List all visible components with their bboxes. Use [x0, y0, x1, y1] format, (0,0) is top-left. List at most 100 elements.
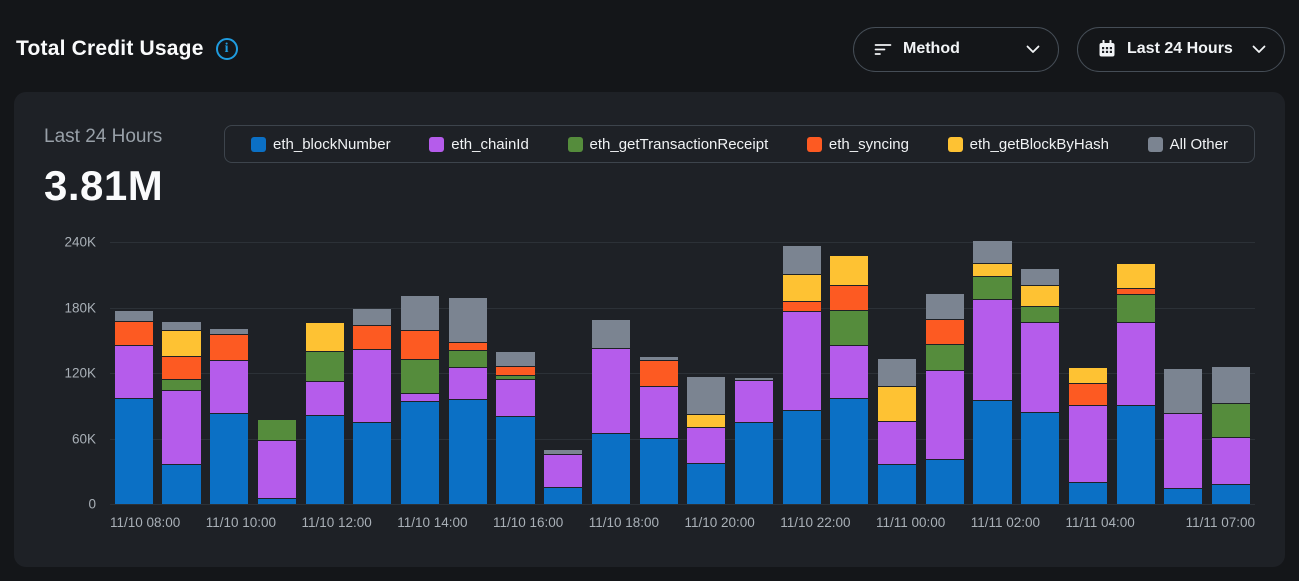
legend-item-eth-gettransactionreceipt[interactable]: eth_getTransactionReceipt	[567, 136, 768, 153]
bar-segment[interactable]	[1116, 405, 1155, 504]
bar-segment[interactable]	[1116, 264, 1155, 289]
stacked-bar[interactable]	[496, 242, 535, 504]
stacked-bar[interactable]	[448, 242, 487, 504]
bar-segment[interactable]	[400, 330, 440, 360]
bar-segment[interactable]	[830, 310, 869, 345]
bar-segment[interactable]	[114, 311, 153, 321]
bar-segment[interactable]	[1021, 285, 1060, 306]
stacked-bar[interactable]	[305, 242, 344, 504]
bar-segment[interactable]	[114, 399, 153, 504]
bar-segment[interactable]	[1116, 294, 1155, 322]
legend-item-all-other[interactable]: All Other	[1147, 136, 1228, 153]
bar-segment[interactable]	[257, 498, 297, 504]
bar-segment[interactable]	[973, 299, 1012, 401]
bar-segment[interactable]	[544, 449, 583, 454]
stacked-bar[interactable]	[687, 242, 726, 504]
stacked-bar[interactable]	[162, 242, 201, 504]
bar-segment[interactable]	[878, 422, 917, 464]
bar-segment[interactable]	[1068, 483, 1107, 504]
bar-segment[interactable]	[782, 411, 821, 504]
bar-segment[interactable]	[925, 370, 964, 460]
bar-segment[interactable]	[1116, 289, 1155, 294]
stacked-bar[interactable]	[973, 241, 1012, 504]
bar-segment[interactable]	[544, 487, 583, 504]
stacked-bar[interactable]	[400, 242, 440, 504]
bar-segment[interactable]	[162, 390, 201, 464]
bar-segment[interactable]	[496, 376, 535, 379]
bar-segment[interactable]	[162, 356, 201, 379]
bar-segment[interactable]	[1021, 268, 1060, 285]
bar-segment[interactable]	[639, 438, 678, 504]
bar-segment[interactable]	[353, 326, 392, 350]
bar-segment[interactable]	[448, 400, 487, 504]
bar-segment[interactable]	[1021, 413, 1060, 504]
bar-segment[interactable]	[830, 399, 869, 504]
bar-segment[interactable]	[114, 345, 153, 399]
bar-segment[interactable]	[162, 330, 201, 356]
bar-segment[interactable]	[973, 401, 1012, 504]
bar-segment[interactable]	[639, 356, 678, 361]
time-range-dropdown[interactable]: Last 24 Hours	[1077, 26, 1285, 72]
bar-segment[interactable]	[257, 420, 297, 440]
bar-segment[interactable]	[925, 293, 964, 319]
bar-segment[interactable]	[734, 380, 774, 423]
bar-segment[interactable]	[496, 416, 535, 504]
bar-segment[interactable]	[973, 277, 1012, 299]
bar-segment[interactable]	[400, 360, 440, 393]
bar-segment[interactable]	[591, 434, 630, 504]
bar-segment[interactable]	[782, 245, 821, 275]
bar-segment[interactable]	[162, 322, 201, 330]
bar-segment[interactable]	[1164, 368, 1203, 413]
bar-segment[interactable]	[305, 381, 344, 415]
bar-segment[interactable]	[782, 311, 821, 411]
stacked-bar[interactable]	[1021, 242, 1060, 504]
bar-segment[interactable]	[353, 308, 392, 326]
bar-segment[interactable]	[448, 342, 487, 351]
bar-segment[interactable]	[1211, 366, 1251, 403]
bar-segment[interactable]	[687, 427, 726, 463]
bar-segment[interactable]	[878, 359, 917, 387]
bar-segment[interactable]	[878, 464, 917, 504]
bar-segment[interactable]	[1021, 322, 1060, 413]
bar-segment[interactable]	[830, 345, 869, 399]
stacked-bar[interactable]	[353, 242, 392, 504]
bar-segment[interactable]	[114, 321, 153, 345]
bar-segment[interactable]	[1211, 485, 1251, 504]
legend-item-eth-blocknumber[interactable]: eth_blockNumber	[251, 136, 391, 153]
bar-segment[interactable]	[591, 319, 630, 349]
stacked-bar[interactable]	[830, 242, 869, 504]
info-icon[interactable]: i	[215, 38, 238, 60]
legend-item-eth-chainid[interactable]: eth_chainId	[429, 136, 529, 153]
bar-segment[interactable]	[544, 454, 583, 487]
bar-segment[interactable]	[1021, 306, 1060, 322]
stacked-bar[interactable]	[114, 242, 153, 504]
stacked-bar[interactable]	[257, 242, 297, 504]
bar-segment[interactable]	[448, 351, 487, 367]
stacked-bar[interactable]	[544, 242, 583, 504]
stacked-bar[interactable]	[1116, 242, 1155, 504]
stacked-bar[interactable]	[878, 242, 917, 504]
stacked-bar[interactable]	[1211, 242, 1251, 504]
bar-segment[interactable]	[1068, 405, 1107, 483]
bar-segment[interactable]	[878, 387, 917, 422]
bar-segment[interactable]	[639, 387, 678, 438]
bar-segment[interactable]	[734, 377, 774, 380]
bar-segment[interactable]	[162, 379, 201, 390]
bar-segment[interactable]	[1211, 437, 1251, 485]
bar-segment[interactable]	[1068, 367, 1107, 384]
bar-segment[interactable]	[639, 361, 678, 387]
bar-segment[interactable]	[305, 323, 344, 352]
stacked-bar[interactable]	[734, 242, 774, 504]
bar-segment[interactable]	[210, 328, 249, 334]
bar-segment[interactable]	[830, 255, 869, 285]
bar-segment[interactable]	[257, 440, 297, 498]
bar-segment[interactable]	[687, 463, 726, 504]
stacked-bar[interactable]	[925, 242, 964, 504]
bar-segment[interactable]	[400, 402, 440, 504]
bar-segment[interactable]	[925, 319, 964, 344]
bar-segment[interactable]	[591, 349, 630, 434]
bar-segment[interactable]	[210, 414, 249, 504]
bar-segment[interactable]	[305, 415, 344, 504]
bar-segment[interactable]	[400, 393, 440, 402]
stacked-bar[interactable]	[591, 242, 630, 504]
